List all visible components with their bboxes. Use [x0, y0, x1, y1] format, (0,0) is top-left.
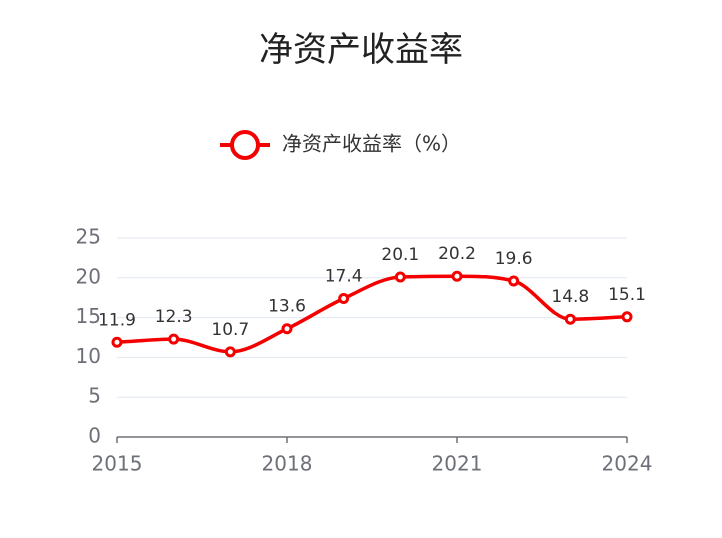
- line: [116, 274, 628, 354]
- x-tick-label: 2024: [602, 452, 653, 476]
- legend-marker: [230, 130, 260, 160]
- y-tick-label: 15: [76, 304, 101, 328]
- point: [394, 271, 406, 283]
- data-label: 10.7: [211, 320, 249, 340]
- point: [224, 346, 236, 358]
- data-label: 17.4: [325, 266, 363, 286]
- point: [621, 311, 633, 323]
- y-tick-label: 10: [76, 344, 101, 368]
- y-tick-label: 25: [76, 225, 101, 249]
- legend-label: 净资产收益率（%）: [282, 132, 461, 156]
- data-label: 12.3: [155, 307, 193, 327]
- data-label: 20.2: [438, 244, 476, 264]
- x-tick-label: 2021: [432, 452, 483, 476]
- data-label: 19.6: [495, 249, 533, 269]
- y-tick-label: 0: [88, 424, 101, 448]
- point: [338, 292, 350, 304]
- y-tick-label: 5: [88, 384, 101, 408]
- y-tick-label: 20: [76, 264, 101, 288]
- point: [508, 275, 520, 287]
- point: [564, 313, 576, 325]
- data-label: 14.8: [551, 287, 589, 307]
- legend: 净资产收益率（%）: [220, 130, 461, 160]
- point: [281, 323, 293, 335]
- chart-title: 净资产收益率: [259, 30, 463, 70]
- point: [451, 270, 463, 282]
- data-label: 15.1: [608, 285, 646, 305]
- data-label: 11.9: [98, 310, 136, 330]
- x-tick-label: 2015: [92, 452, 143, 476]
- x-tick-label: 2018: [262, 452, 313, 476]
- data-label: 13.6: [268, 297, 306, 317]
- data-label: 20.1: [381, 245, 419, 265]
- point: [168, 333, 180, 345]
- point: [111, 336, 123, 348]
